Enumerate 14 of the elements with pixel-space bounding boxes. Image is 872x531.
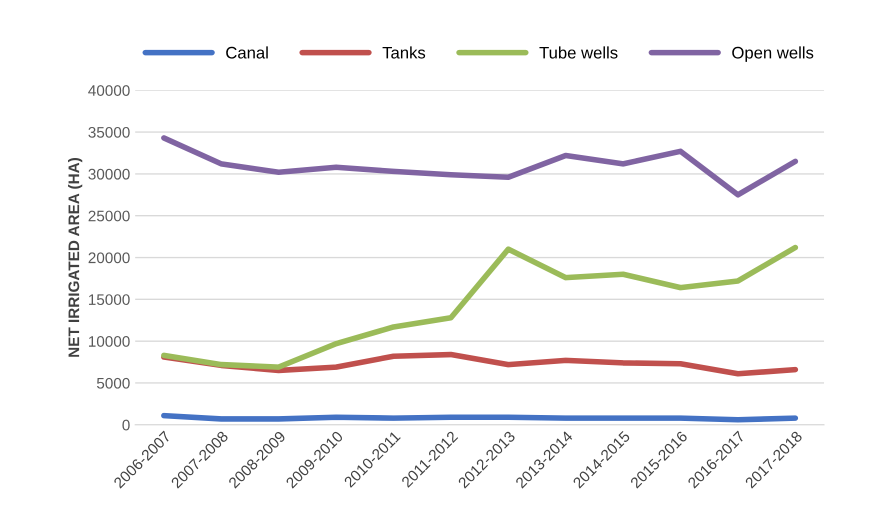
y-tick-label: 10000 [88,336,130,347]
y-tick-label: 0 [122,420,130,430]
legend-label: Tube wells [539,46,618,59]
y-tick-label: 15000 [88,294,130,306]
y-tick-label: 25000 [88,210,130,222]
y-tick-label: 30000 [88,168,130,180]
y-tick-label: 35000 [88,126,130,138]
y-tick-label: 5000 [96,378,130,389]
y-tick-label: 20000 [88,252,130,264]
y-tick-label: 40000 [88,85,130,96]
legend-label: Canal [226,46,268,59]
legend-label: Open wells [732,46,814,62]
legend-label: Tanks [382,46,426,59]
y-axis-title: NET IRRIGATED AREA (HA) [68,158,82,357]
